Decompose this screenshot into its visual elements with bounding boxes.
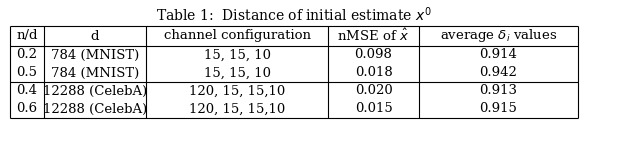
Text: 0.098: 0.098 <box>355 48 392 61</box>
Text: average $\delta_i$ values: average $\delta_i$ values <box>440 27 557 44</box>
Text: 0.915: 0.915 <box>479 103 517 116</box>
Text: 120, 15, 15,10: 120, 15, 15,10 <box>189 85 285 98</box>
Text: 12288 (CelebA): 12288 (CelebA) <box>43 85 147 98</box>
Text: n/d: n/d <box>16 29 38 42</box>
Text: 0.2: 0.2 <box>17 48 38 61</box>
Text: channel configuration: channel configuration <box>163 29 310 42</box>
Text: 0.913: 0.913 <box>479 85 518 98</box>
Text: 784 (MNIST): 784 (MNIST) <box>51 66 139 80</box>
Text: 0.914: 0.914 <box>479 48 517 61</box>
Text: 0.018: 0.018 <box>355 66 392 80</box>
Text: 0.020: 0.020 <box>355 85 392 98</box>
Text: 0.942: 0.942 <box>479 66 517 80</box>
Text: 0.5: 0.5 <box>17 66 38 80</box>
Text: d: d <box>91 29 99 42</box>
Text: 15, 15, 10: 15, 15, 10 <box>204 48 271 61</box>
Text: 120, 15, 15,10: 120, 15, 15,10 <box>189 103 285 116</box>
Text: nMSE of $\hat{x}$: nMSE of $\hat{x}$ <box>337 28 410 44</box>
Text: 0.4: 0.4 <box>17 85 38 98</box>
Text: 12288 (CelebA): 12288 (CelebA) <box>43 103 147 116</box>
Text: 15, 15, 10: 15, 15, 10 <box>204 66 271 80</box>
Text: Table 1:  Distance of initial estimate $x^0$: Table 1: Distance of initial estimate $x… <box>156 6 432 24</box>
Text: 0.015: 0.015 <box>355 103 392 116</box>
Text: 784 (MNIST): 784 (MNIST) <box>51 48 139 61</box>
Text: 0.6: 0.6 <box>17 103 38 116</box>
